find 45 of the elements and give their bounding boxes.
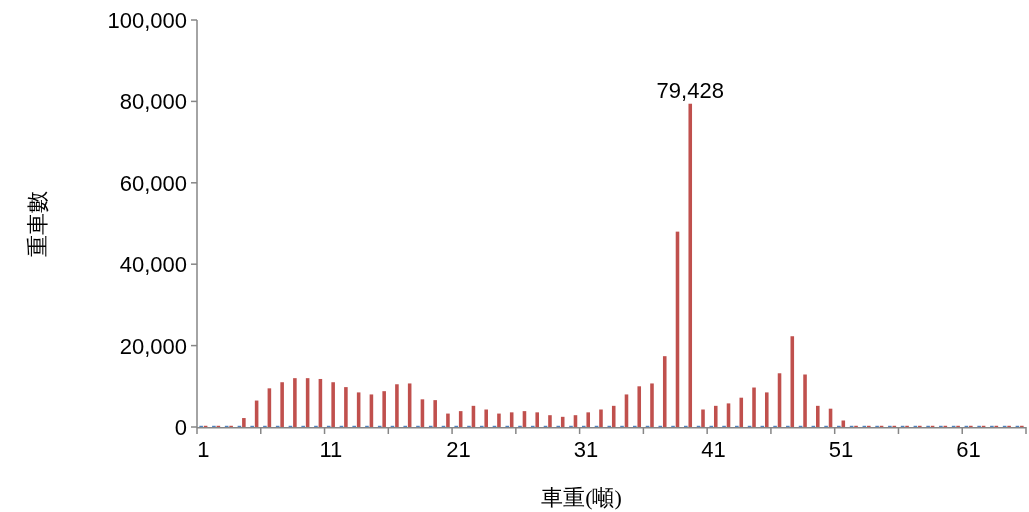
x-tick-label: 41 [701, 437, 726, 462]
bar [484, 409, 488, 427]
bar [752, 387, 756, 427]
bar [280, 382, 284, 427]
bar [701, 409, 705, 427]
bar [293, 378, 297, 427]
bar [242, 418, 246, 427]
bar [331, 382, 335, 427]
y-axis-title: 重車數 [25, 190, 50, 257]
bar [433, 400, 437, 427]
bar [548, 415, 552, 427]
x-tick-label: 21 [446, 437, 471, 462]
bar [841, 420, 846, 427]
y-tick-label: 80,000 [119, 89, 187, 115]
bar [764, 392, 769, 427]
y-tick-label: 0 [174, 415, 187, 440]
y-tick-label: 40,000 [119, 252, 187, 278]
bar [446, 413, 450, 427]
y-tick-label: 60,000 [119, 170, 187, 196]
bar [637, 386, 642, 427]
y-tick-label: 20,000 [119, 333, 187, 359]
x-tick-label: 51 [828, 437, 854, 462]
bar [586, 412, 591, 427]
bar [662, 356, 667, 427]
bar [816, 405, 820, 427]
bar [739, 397, 744, 427]
bar [688, 103, 693, 427]
bar [560, 416, 565, 427]
data-label: 79,428 [656, 77, 724, 103]
bar [395, 384, 399, 427]
x-tick-label: 11 [319, 437, 343, 462]
bar [650, 383, 654, 427]
bar [611, 405, 616, 427]
x-tick-label: 31 [573, 437, 599, 462]
bar [599, 409, 603, 427]
x-tick-label: 1 [197, 437, 210, 462]
bar [344, 387, 348, 427]
bar [535, 412, 539, 427]
x-tick-label: 61 [956, 437, 981, 462]
y-tick-label: 100,000 [107, 8, 187, 33]
bar [382, 391, 386, 427]
bar [497, 413, 501, 427]
bar [803, 374, 807, 427]
bar [713, 405, 718, 427]
x-axis-title: 車重(噸) [541, 485, 622, 510]
